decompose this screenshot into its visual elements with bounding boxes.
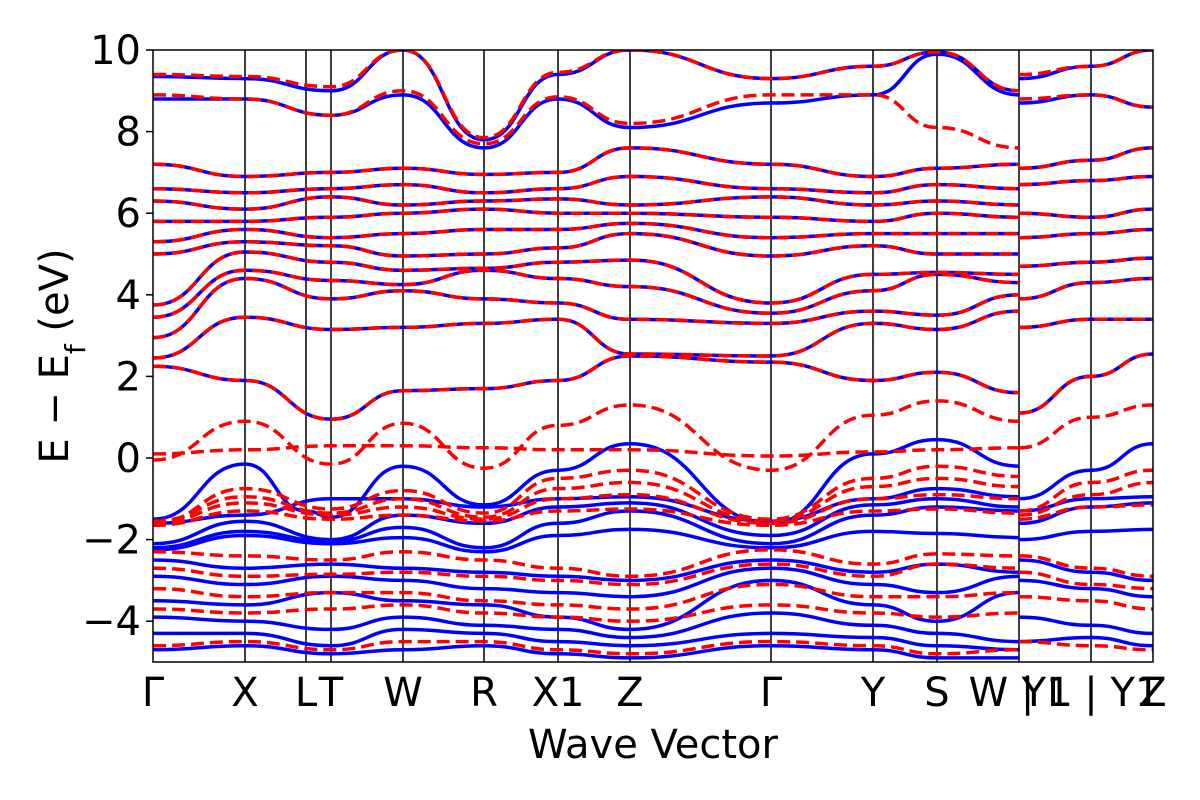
band-dashed-7 xyxy=(153,562,1020,587)
band-solid-12 xyxy=(1018,495,1153,513)
band-dashed-31 xyxy=(153,50,1020,140)
band-dashed-38 xyxy=(1018,174,1153,187)
band-dashed-40 xyxy=(1018,93,1153,109)
band-dashed-20 xyxy=(153,309,1020,360)
band-dashed-15 xyxy=(1018,554,1153,579)
band-solid-10 xyxy=(153,643,1019,660)
band-dashed-35 xyxy=(1018,256,1153,268)
band-dashed-24 xyxy=(153,231,1019,258)
band-dashed-12 xyxy=(1018,468,1153,513)
x-tick-label-5: R xyxy=(470,670,498,716)
y-axis-label-sub: f xyxy=(59,343,92,354)
band-dashed-4 xyxy=(153,492,1020,526)
band-solid-8 xyxy=(153,611,1020,644)
band-dashed-34 xyxy=(1018,276,1153,301)
band-dashed-25 xyxy=(153,221,1019,244)
band-dashed-41 xyxy=(1018,50,1153,77)
y-tick-label-5: 6 xyxy=(116,191,141,237)
y-axis-label-pre: E − E xyxy=(32,354,78,464)
band-dashed-29 xyxy=(153,146,1020,179)
y-tick-label-6: 8 xyxy=(116,110,141,156)
band-solid-13 xyxy=(1018,501,1153,526)
x-tick-label-4: W xyxy=(383,670,423,716)
y-axis-label: E − Ef (eV) xyxy=(32,248,92,463)
band-dashed-22 xyxy=(153,268,1020,319)
x-tick-label-3: T xyxy=(318,670,344,716)
x-tick-label-13: Z xyxy=(1139,670,1166,716)
band-dashed-19 xyxy=(153,354,1020,421)
band-dashed-32 xyxy=(1018,352,1153,415)
band-solid-6 xyxy=(153,566,1020,599)
band-solid-11 xyxy=(1018,441,1153,501)
band-solid-16 xyxy=(1018,578,1153,599)
band-solid-26 xyxy=(153,207,1020,224)
band-dashed-0 xyxy=(153,399,1020,472)
band-solid-5 xyxy=(153,558,1020,583)
band-dashed-16 xyxy=(1018,570,1153,591)
band-dashed-18 xyxy=(1018,639,1153,652)
band-dashed-36 xyxy=(1018,227,1153,240)
plot-frame xyxy=(152,49,1154,663)
band-dashed-17 xyxy=(1018,594,1153,611)
x-tick-label-0: Γ xyxy=(142,670,165,716)
band-dashed-21 xyxy=(153,276,1020,340)
x-tick-label-12: Y1 | Y1 xyxy=(1021,670,1161,716)
band-solid-17 xyxy=(1018,615,1153,636)
band-dashed-27 xyxy=(153,195,1020,211)
band-dashed-13 xyxy=(1018,480,1153,517)
band-dashed-30 xyxy=(153,89,1020,150)
band-dashed-37 xyxy=(1018,207,1153,220)
y-tick-label-4: 4 xyxy=(116,273,141,319)
band-dashed-11 xyxy=(1018,403,1153,450)
band-solid-3 xyxy=(153,505,1020,550)
band-dashed-14 xyxy=(1018,503,1153,521)
y-tick-label-0: −4 xyxy=(82,599,141,645)
band-solid-2 xyxy=(153,497,1020,546)
y-tick-label-2: 0 xyxy=(116,436,141,482)
band-dashed-3 xyxy=(153,476,1020,523)
band-solid-14 xyxy=(1018,527,1153,542)
x-tick-label-2: L xyxy=(295,670,318,716)
x-tick-label-11: W | L xyxy=(969,670,1070,716)
x-tick-label-1: X xyxy=(231,670,258,716)
x-axis: Γ X L T W R X1 Z Γ Y S W | LY1 | Y1Z xyxy=(142,670,1167,716)
band-dashed-23 xyxy=(153,250,1020,307)
x-tick-label-7: Z xyxy=(616,670,643,716)
series-dashed xyxy=(153,50,1153,656)
band-dashed-33 xyxy=(1018,317,1153,330)
band-solid-9 xyxy=(153,627,1020,652)
y-axis: −4 −2 0 2 4 6 8 10 xyxy=(82,28,153,645)
band-dashed-8 xyxy=(153,582,1020,611)
band-lines xyxy=(153,50,1153,660)
x-tick-label-8: Γ xyxy=(760,670,783,716)
band-solid-15 xyxy=(1018,558,1153,583)
band-dashed-28 xyxy=(153,174,1020,195)
band-dashed-5 xyxy=(153,507,1020,528)
band-dashed-6 xyxy=(153,548,1020,579)
band-solid-4 xyxy=(153,527,1020,554)
x-tick-label-9: Y xyxy=(860,670,886,716)
x-tick-label-10: S xyxy=(924,670,949,716)
y-tick-label-1: −2 xyxy=(82,518,141,564)
y-tick-label-7: 10 xyxy=(90,28,141,74)
x-axis-label: Wave Vector xyxy=(528,722,779,768)
y-axis-label-post: (eV) xyxy=(32,248,78,344)
band-dashed-39 xyxy=(1018,146,1153,171)
y-tick-label-3: 2 xyxy=(116,354,141,400)
x-tick-label-6: X1 xyxy=(532,670,585,716)
